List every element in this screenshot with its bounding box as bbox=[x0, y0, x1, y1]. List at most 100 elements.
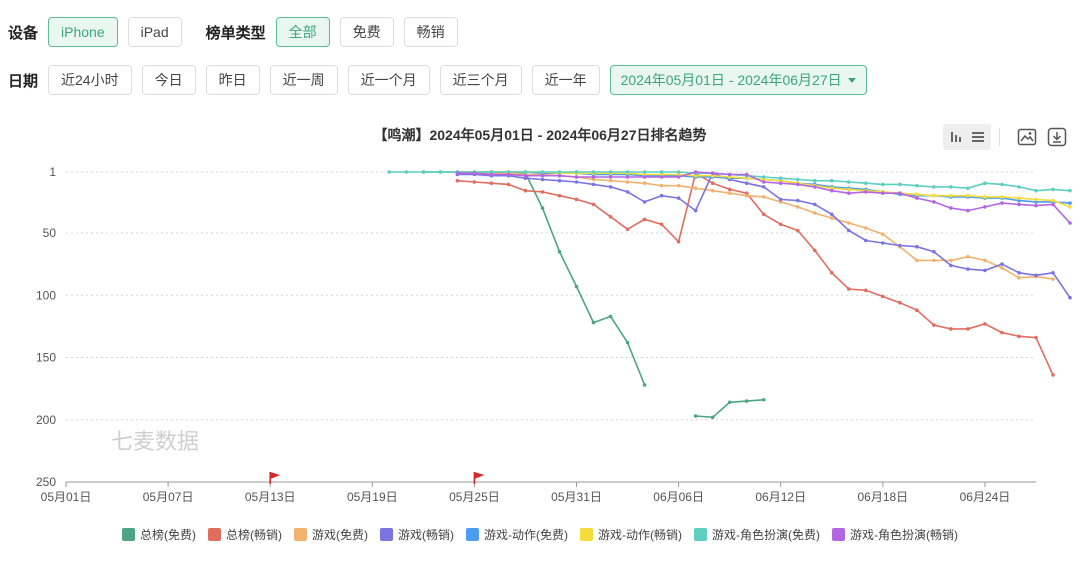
legend-item[interactable]: 游戏-角色扮演(免费) bbox=[694, 526, 820, 543]
chart-type-free-button[interactable]: 免费 bbox=[339, 17, 394, 47]
data-point bbox=[744, 191, 749, 195]
data-point bbox=[830, 186, 834, 190]
data-point bbox=[1000, 266, 1004, 270]
data-point bbox=[983, 322, 987, 326]
data-point bbox=[625, 190, 630, 194]
x-tick-label: 05月07日 bbox=[143, 490, 194, 504]
data-point bbox=[813, 185, 817, 189]
data-point bbox=[966, 327, 970, 331]
data-point bbox=[523, 170, 528, 174]
data-point bbox=[727, 400, 732, 405]
chart-title: 【鸣潮】2024年05月01日 - 2024年06月27日排名趋势 bbox=[373, 127, 706, 143]
device-iphone-button[interactable]: iPhone bbox=[48, 17, 118, 47]
date-week-button[interactable]: 近一周 bbox=[269, 65, 338, 95]
data-point bbox=[557, 173, 562, 178]
data-point bbox=[1000, 195, 1004, 199]
device-label: 设备 bbox=[8, 24, 39, 42]
legend-swatch bbox=[466, 528, 479, 541]
date-year-button[interactable]: 近一年 bbox=[531, 65, 600, 95]
data-point bbox=[540, 190, 545, 194]
data-point bbox=[625, 175, 630, 179]
date-range-picker[interactable]: 2024年05月01日 - 2024年06月27日 bbox=[609, 65, 867, 95]
data-point bbox=[847, 180, 851, 184]
data-point bbox=[659, 170, 664, 174]
data-point bbox=[847, 228, 851, 233]
date-24h-button[interactable]: 近24小时 bbox=[48, 65, 132, 95]
data-point bbox=[949, 258, 953, 263]
series-3 bbox=[455, 170, 1055, 281]
data-point bbox=[813, 248, 817, 253]
data-point bbox=[727, 175, 732, 179]
legend-item[interactable]: 总榜(畅销) bbox=[208, 526, 282, 543]
data-point bbox=[574, 197, 579, 202]
data-point bbox=[881, 232, 885, 236]
line-chart-icon[interactable] bbox=[945, 126, 967, 148]
data-point bbox=[489, 170, 494, 174]
data-point bbox=[881, 191, 885, 195]
data-point bbox=[864, 288, 868, 293]
legend-item[interactable]: 游戏-动作(畅销) bbox=[580, 526, 682, 543]
data-point bbox=[778, 222, 783, 227]
flag-markers bbox=[269, 472, 485, 484]
series-line bbox=[423, 171, 646, 386]
data-point bbox=[676, 196, 681, 200]
legend-item[interactable]: 游戏-动作(免费) bbox=[466, 526, 568, 543]
data-point bbox=[830, 178, 834, 183]
data-point bbox=[796, 228, 800, 233]
image-export-icon[interactable] bbox=[1016, 126, 1038, 148]
x-tick-label: 06月12日 bbox=[755, 490, 806, 504]
data-point bbox=[540, 177, 545, 182]
date-today-button[interactable]: 今日 bbox=[141, 65, 196, 95]
x-tick-label: 06月06日 bbox=[653, 490, 704, 504]
data-point bbox=[523, 176, 528, 180]
legend-item[interactable]: 游戏(免费) bbox=[294, 526, 368, 543]
legend-swatch bbox=[294, 528, 307, 541]
data-point bbox=[404, 170, 409, 174]
date-month-button[interactable]: 近一个月 bbox=[347, 65, 430, 95]
list-icon[interactable] bbox=[967, 126, 989, 148]
legend-item[interactable]: 总榜(免费) bbox=[122, 526, 196, 543]
legend-swatch bbox=[580, 528, 593, 541]
data-point bbox=[830, 188, 834, 193]
data-point bbox=[949, 327, 953, 331]
legend-item[interactable]: 游戏-角色扮演(畅销) bbox=[832, 526, 958, 543]
data-point bbox=[881, 294, 885, 299]
data-point bbox=[778, 176, 783, 180]
legend-label: 游戏(畅销) bbox=[398, 528, 454, 542]
download-icon[interactable] bbox=[1046, 126, 1068, 148]
date-yesterday-button[interactable]: 昨日 bbox=[205, 65, 260, 95]
device-ipad-button[interactable]: iPad bbox=[127, 17, 182, 47]
chart-type-grossing-button[interactable]: 畅销 bbox=[403, 17, 458, 47]
data-point bbox=[796, 205, 800, 209]
date-3month-button[interactable]: 近三个月 bbox=[439, 65, 522, 95]
legend-swatch bbox=[694, 528, 707, 541]
data-point bbox=[864, 181, 868, 185]
data-point bbox=[1034, 200, 1038, 204]
data-point bbox=[659, 193, 664, 198]
date-label: 日期 bbox=[8, 72, 39, 90]
data-point bbox=[778, 178, 783, 183]
series-1 bbox=[421, 170, 766, 420]
data-point bbox=[898, 300, 902, 305]
chart-type-all-button[interactable]: 全部 bbox=[275, 17, 330, 47]
legend-label: 游戏-角色扮演(畅销) bbox=[850, 528, 958, 542]
data-point bbox=[659, 175, 664, 179]
data-point bbox=[591, 320, 596, 325]
data-point bbox=[847, 191, 851, 195]
data-point bbox=[710, 181, 715, 185]
data-point bbox=[898, 191, 902, 195]
data-point bbox=[659, 172, 664, 177]
x-tick-label: 05月01日 bbox=[41, 490, 92, 504]
data-point bbox=[915, 244, 919, 249]
data-point bbox=[659, 222, 664, 227]
data-point bbox=[608, 178, 613, 183]
y-tick-label: 1 bbox=[49, 165, 56, 179]
data-point bbox=[523, 173, 528, 178]
data-point bbox=[1000, 201, 1004, 205]
data-point bbox=[557, 170, 562, 174]
legend-item[interactable]: 游戏(畅销) bbox=[380, 526, 454, 543]
data-point bbox=[642, 217, 647, 222]
data-point bbox=[540, 206, 545, 210]
data-point bbox=[881, 182, 885, 187]
data-point bbox=[608, 314, 613, 319]
